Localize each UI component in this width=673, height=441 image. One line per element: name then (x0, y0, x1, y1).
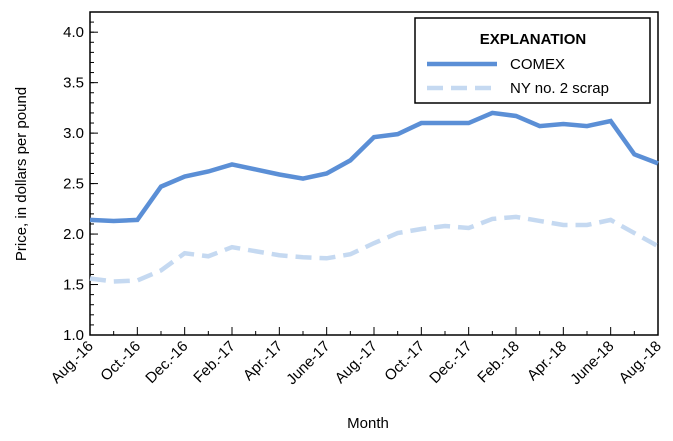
x-tick-label: Feb.-18 (474, 338, 523, 387)
x-tick-label: Oct.-17 (381, 338, 428, 385)
x-tick-label: Oct.-16 (97, 338, 144, 385)
x-tick-label: Apr.-18 (524, 338, 570, 384)
x-tick-label: June-18 (567, 338, 617, 388)
x-tick-label: Apr.-17 (240, 338, 286, 384)
x-tick-label: Dec.-16 (142, 338, 191, 387)
x-axis-label: Month (347, 415, 389, 432)
y-tick-label: 1.0 (63, 327, 84, 344)
line-series (89, 110, 659, 224)
x-tick-label: Aug.-18 (616, 338, 665, 387)
x-tick-label: Feb.-17 (190, 338, 239, 387)
y-tick-label: 3.5 (63, 75, 84, 92)
y-tick-label: 4.0 (63, 24, 84, 41)
x-tick-label: Dec.-17 (426, 338, 475, 387)
line-series (89, 214, 660, 284)
y-tick-label: 3.0 (63, 125, 84, 142)
y-tick-label: 2.0 (63, 226, 84, 243)
legend-title: EXPLANATION (480, 31, 586, 48)
x-tick-label: Aug.-16 (48, 338, 97, 387)
y-tick-label: 1.5 (63, 277, 84, 294)
x-tick-label: June-17 (283, 338, 333, 388)
legend-label: COMEX (510, 56, 565, 73)
legend-label: NY no. 2 scrap (510, 80, 609, 97)
y-axis-label: Price, in dollars per pound (13, 87, 30, 261)
x-tick-label: Aug.-17 (332, 338, 381, 387)
y-tick-label: 2.5 (63, 176, 84, 193)
